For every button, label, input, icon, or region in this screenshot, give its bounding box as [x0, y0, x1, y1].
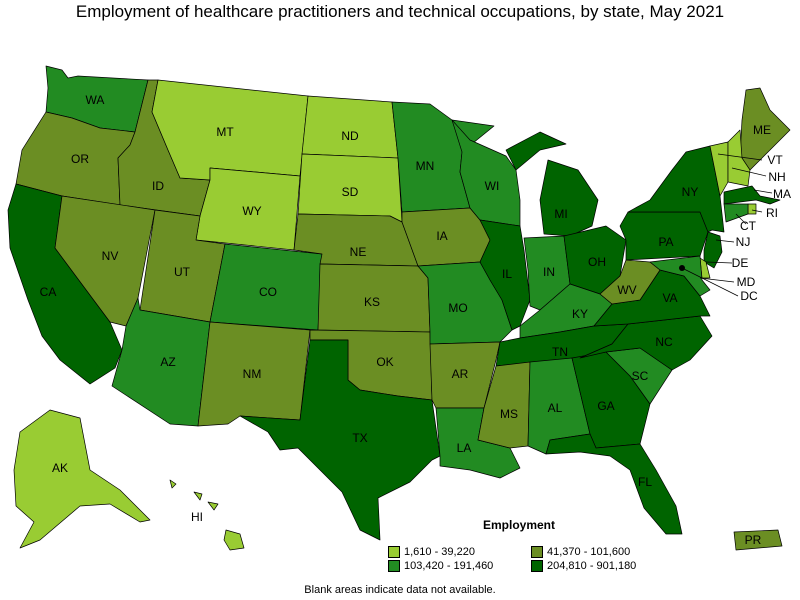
state-NJ[interactable] — [703, 231, 723, 269]
state-label-in: IN — [543, 265, 555, 279]
legend-title: Employment — [483, 518, 556, 532]
state-ME[interactable] — [739, 87, 791, 171]
state-label-az: AZ — [160, 355, 175, 369]
legend-label: 103,420 - 191,460 — [404, 560, 494, 572]
state-label-ia: IA — [436, 229, 447, 243]
legend-label: 204,810 - 901,180 — [547, 560, 637, 572]
legend-item: 1,610 - 39,220 — [388, 546, 475, 558]
state-label-ks: KS — [364, 295, 380, 309]
state-AK[interactable] — [13, 409, 151, 549]
state-label-ak: AK — [52, 461, 68, 475]
state-label-vt: VT — [767, 153, 783, 167]
state-label-tx: TX — [352, 431, 367, 445]
territory-PR[interactable] — [733, 529, 783, 551]
legend-item: 204,810 - 901,180 — [531, 560, 636, 572]
state-label-md: MD — [737, 275, 756, 289]
state-NH[interactable] — [727, 129, 751, 187]
state-label-co: CO — [259, 285, 277, 299]
legend-swatch — [531, 546, 543, 558]
state-label-nv: NV — [102, 249, 119, 263]
legend-swatch — [388, 546, 400, 558]
state-FL[interactable] — [545, 433, 683, 535]
state-label-mn: MN — [416, 159, 435, 173]
state-labels: WA OR CA ID NV MT WY UT AZ CO NM ND SD NE KS OK TX MN IA MO… — [40, 93, 791, 547]
state-label-or: OR — [71, 152, 89, 166]
state-MI[interactable] — [505, 131, 599, 237]
state-label-mt: MT — [216, 125, 234, 139]
state-label-me: ME — [753, 123, 771, 137]
state-MD[interactable] — [649, 255, 711, 297]
state-label-sd: SD — [342, 185, 359, 199]
state-label-ar: AR — [452, 367, 469, 381]
state-label-ky: KY — [572, 307, 588, 321]
state-label-oh: OH — [588, 255, 606, 269]
state-label-hi: HI — [191, 510, 203, 524]
state-label-va: VA — [662, 291, 677, 305]
state-ND[interactable] — [301, 95, 399, 159]
state-label-dc: DC — [740, 289, 758, 303]
state-label-ny: NY — [682, 185, 699, 199]
state-MA[interactable] — [723, 185, 781, 205]
leader-lines — [681, 153, 773, 297]
state-label-ms: MS — [500, 407, 518, 421]
footnote: Blank areas indicate data not available. — [304, 584, 496, 596]
state-label-tn: TN — [552, 345, 568, 359]
state-HI[interactable] — [169, 479, 245, 551]
state-label-nj: NJ — [736, 235, 751, 249]
state-label-pr: PR — [745, 533, 762, 547]
state-label-nm: NM — [243, 367, 262, 381]
state-label-de: DE — [732, 256, 749, 270]
state-label-fl: FL — [638, 475, 652, 489]
state-label-ga: GA — [597, 399, 614, 413]
legend-label: 41,370 - 101,600 — [547, 546, 631, 558]
state-label-ca: CA — [40, 285, 57, 299]
state-label-ut: UT — [174, 265, 191, 279]
state-label-mi: MI — [554, 207, 567, 221]
state-label-nh: NH — [768, 170, 785, 184]
state-IL[interactable] — [479, 219, 531, 331]
state-label-ma: MA — [773, 187, 791, 201]
state-CT[interactable] — [723, 203, 749, 223]
state-RI[interactable] — [747, 203, 757, 215]
state-label-id: ID — [152, 179, 164, 193]
state-label-ct: CT — [740, 219, 757, 233]
state-label-il: IL — [502, 267, 512, 281]
state-label-ne: NE — [350, 245, 367, 259]
state-label-sc: SC — [632, 369, 649, 383]
state-label-wv: WV — [617, 283, 636, 297]
legend-item: 41,370 - 101,600 — [531, 546, 630, 558]
state-label-wi: WI — [485, 179, 500, 193]
legend-item: 103,420 - 191,460 — [388, 560, 493, 572]
map-title: Employment of healthcare practitioners a… — [75, 2, 725, 21]
state-label-pa: PA — [658, 235, 673, 249]
legend-label: 1,610 - 39,220 — [404, 546, 475, 558]
state-label-al: AL — [548, 401, 563, 415]
state-label-ri: RI — [766, 206, 778, 220]
state-label-ok: OK — [376, 355, 393, 369]
state-label-la: LA — [457, 441, 472, 455]
state-label-nd: ND — [341, 129, 359, 143]
legend-swatch — [388, 560, 400, 572]
state-TX[interactable] — [239, 339, 441, 541]
state-WV[interactable] — [599, 259, 661, 305]
state-label-wa: WA — [86, 93, 105, 107]
state-label-nc: NC — [655, 335, 673, 349]
state-label-wy: WY — [242, 204, 261, 218]
state-label-mo: MO — [448, 301, 467, 315]
legend-swatch — [531, 560, 543, 572]
